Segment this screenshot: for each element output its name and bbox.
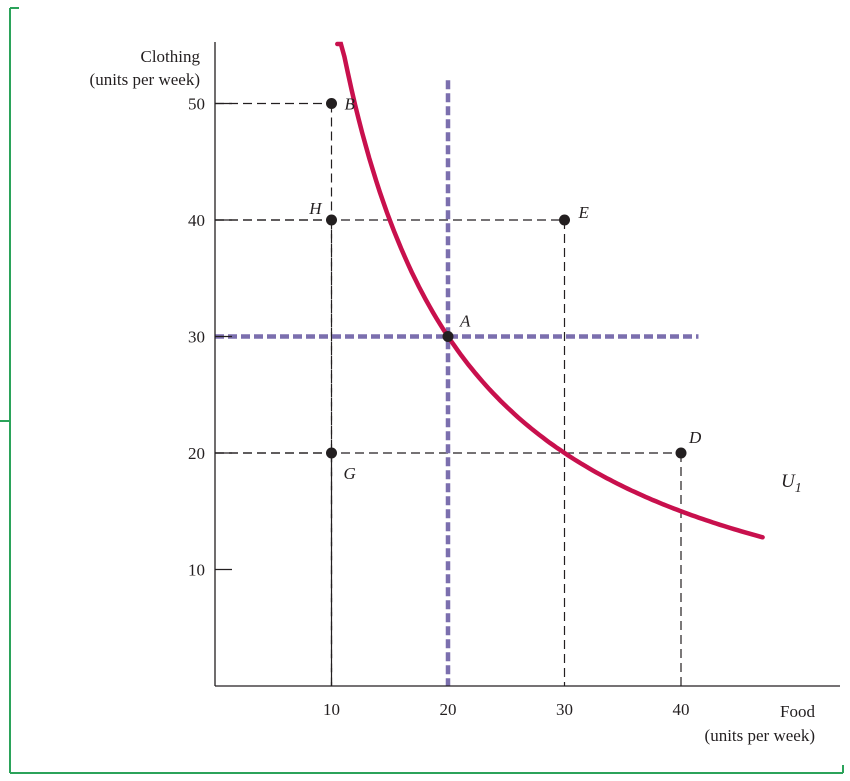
y-axis-title-units: (units per week) — [90, 70, 200, 89]
reference-lines — [215, 80, 699, 686]
point-label-E: E — [578, 203, 590, 222]
x-tick-label: 10 — [323, 700, 340, 719]
y-tick-label: 20 — [188, 444, 205, 463]
point-D — [675, 447, 687, 459]
indifference-curve-u1 — [335, 41, 765, 540]
point-label-D: D — [688, 428, 702, 447]
point-label-B: B — [345, 95, 356, 114]
curve-label-subscript: 1 — [795, 481, 802, 496]
y-tick-label: 50 — [188, 95, 205, 114]
y-tick-label: 10 — [188, 561, 205, 580]
x-tick-label: 20 — [440, 700, 457, 719]
point-label-G: G — [344, 464, 356, 483]
curve-label-u1: U1 — [781, 471, 802, 496]
y-tick-label: 30 — [188, 328, 205, 347]
x-axis-title: Food — [780, 702, 815, 721]
point-A — [442, 331, 454, 342]
bundle-points: B H E A D G — [308, 95, 702, 484]
curve-label-letter: U — [781, 471, 796, 492]
point-label-H: H — [308, 199, 323, 218]
y-axis-ticks: 10 20 30 40 50 — [188, 95, 232, 580]
y-tick-label: 40 — [188, 211, 205, 230]
x-tick-label: 30 — [556, 700, 573, 719]
y-axis-title: Clothing — [140, 47, 200, 66]
page-frame — [0, 7, 844, 774]
x-axis-title-units: (units per week) — [705, 726, 815, 745]
point-label-A: A — [459, 312, 471, 331]
point-H — [326, 214, 337, 226]
point-E — [559, 214, 570, 226]
point-G — [326, 447, 337, 459]
x-axis-ticks: 10 20 30 40 — [323, 700, 690, 719]
point-B — [326, 98, 337, 109]
x-tick-label: 40 — [673, 700, 690, 719]
